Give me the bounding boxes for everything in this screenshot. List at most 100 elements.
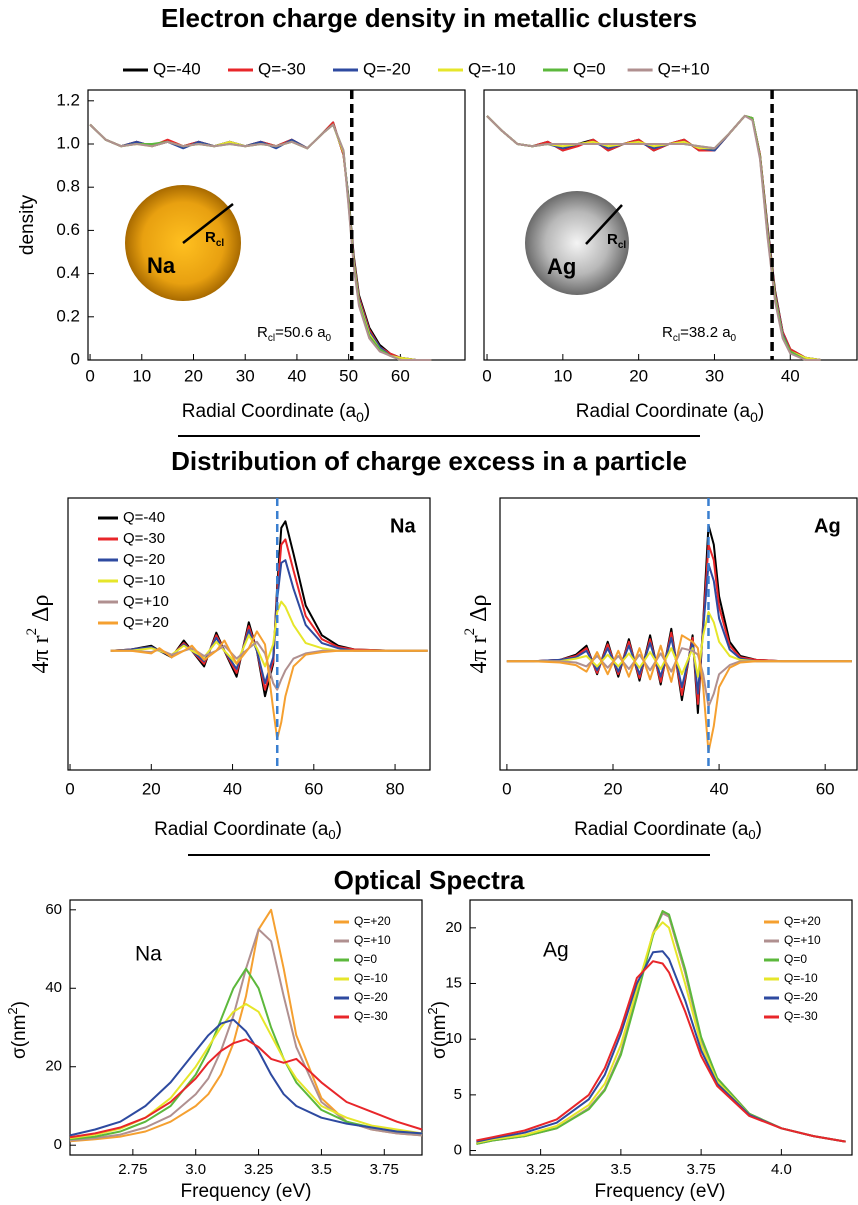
plot-frame <box>483 89 858 361</box>
plot-frame <box>499 497 858 771</box>
y-tick-label: 0.4 <box>56 263 80 282</box>
legend-label: Q=+10 <box>354 933 391 947</box>
y-tick-label: 10 <box>445 1030 462 1047</box>
panel-label: Na <box>390 515 416 537</box>
x-tick-label: 40 <box>287 366 306 385</box>
legend-label: Q=-30 <box>258 59 306 78</box>
legend-label: Q=-40 <box>153 59 201 78</box>
heading: Electron charge density in metallic clus… <box>161 3 697 33</box>
series-line <box>506 647 852 708</box>
legend-label: Q=+10 <box>658 59 710 78</box>
x-axis-label: Radial Coordinate (a0) <box>154 819 342 842</box>
x-tick-label: 20 <box>629 366 648 385</box>
y-tick-label: 1.2 <box>56 90 80 109</box>
series-line <box>506 524 852 714</box>
series-line <box>506 611 852 678</box>
x-tick-label: 2.75 <box>118 1161 147 1178</box>
series-line <box>476 960 846 1143</box>
sphere-label: Na <box>147 253 176 278</box>
y-tick-label: 20 <box>45 1058 62 1075</box>
sphere <box>525 191 629 295</box>
plot-frame <box>469 899 853 1156</box>
x-axis-label: Radial Coordinate (a0) <box>182 401 370 425</box>
legend-label: Q=+10 <box>123 593 169 610</box>
y-tick-label: 15 <box>445 974 462 991</box>
x-tick-label: 3.0 <box>185 1161 206 1178</box>
x-axis-label: Frequency (eV) <box>595 1181 726 1202</box>
series-line <box>89 123 432 361</box>
x-tick-label: 3.25 <box>244 1161 273 1178</box>
radius-label: Rcl <box>205 229 224 249</box>
panel-label: Na <box>135 943 162 966</box>
panel-label: Ag <box>543 939 569 962</box>
x-tick-label: 0 <box>482 366 491 385</box>
x-tick-label: 20 <box>604 779 623 798</box>
y-axis-label: 4π r2 Δρ <box>462 594 491 673</box>
y-tick-label: 40 <box>45 979 62 996</box>
series-line <box>110 600 428 668</box>
y-axis-label: density <box>17 194 38 255</box>
legend-label: Q=-20 <box>784 990 818 1004</box>
radius-label: Rcl <box>607 231 626 251</box>
x-tick-label: 10 <box>132 366 151 385</box>
series-line <box>476 912 846 1145</box>
y-axis-label: σ(nm2) <box>425 1001 450 1059</box>
x-tick-label: 3.5 <box>610 1161 631 1178</box>
x-axis-label: Radial Coordinate (a0) <box>576 401 764 425</box>
x-tick-label: 10 <box>553 366 572 385</box>
x-tick-label: 30 <box>236 366 255 385</box>
x-axis-label: Frequency (eV) <box>181 1181 312 1202</box>
x-axis-label: Radial Coordinate (a0) <box>574 819 762 842</box>
legend-label: Q=+20 <box>123 614 169 631</box>
radius-line <box>585 204 623 245</box>
x-tick-label: 20 <box>184 366 203 385</box>
y-tick-label: 0 <box>454 1142 462 1159</box>
x-tick-label: 4.0 <box>771 1161 792 1178</box>
x-tick-label: 60 <box>304 779 323 798</box>
legend-label: Q=-10 <box>354 971 388 985</box>
y-tick-label: 0.8 <box>56 177 80 196</box>
legend-label: Q=0 <box>573 59 606 78</box>
rcl-label: Rcl=38.2 a0 <box>662 324 737 344</box>
legend-label: Q=-40 <box>123 509 165 526</box>
y-tick-label: 0.2 <box>56 306 80 325</box>
legend-label: Q=-30 <box>784 1009 818 1023</box>
series-line <box>506 634 852 753</box>
legend-label: Q=-20 <box>354 990 388 1004</box>
series-line <box>69 1018 423 1137</box>
legend-label: Q=0 <box>354 952 377 966</box>
y-axis-label: 4π r2 Δρ <box>24 594 53 673</box>
series-line <box>110 640 428 691</box>
heading: Distribution of charge excess in a parti… <box>171 446 687 476</box>
series-line <box>110 630 428 740</box>
y-tick-label: 0 <box>54 1136 62 1153</box>
x-tick-label: 0 <box>502 779 511 798</box>
legend-label: Q=-10 <box>468 59 516 78</box>
y-tick-label: 5 <box>454 1086 462 1103</box>
x-tick-label: 3.5 <box>311 1161 332 1178</box>
plot-frame <box>69 899 423 1156</box>
panel-label: Ag <box>814 515 841 537</box>
x-tick-label: 30 <box>705 366 724 385</box>
x-tick-label: 0 <box>85 366 94 385</box>
series-line <box>69 1038 423 1139</box>
x-tick-label: 3.75 <box>687 1161 716 1178</box>
legend-label: Q=0 <box>784 952 807 966</box>
sphere-label: Ag <box>547 254 576 279</box>
legend-label: Q=-30 <box>123 530 165 547</box>
y-tick-label: 1.0 <box>56 133 80 152</box>
rcl-label: Rcl=50.6 a0 <box>257 324 332 344</box>
heading: Optical Spectra <box>334 865 525 895</box>
x-tick-label: 60 <box>391 366 410 385</box>
x-tick-label: 80 <box>386 779 405 798</box>
y-tick-label: 0.6 <box>56 220 80 239</box>
x-tick-label: 20 <box>142 779 161 798</box>
legend-label: Q=+10 <box>784 933 821 947</box>
legend-label: Q=-20 <box>123 551 165 568</box>
legend-label: Q=-10 <box>784 971 818 985</box>
x-tick-label: 40 <box>781 366 800 385</box>
y-tick-label: 60 <box>45 901 62 918</box>
series-line <box>69 967 423 1141</box>
series-line <box>506 543 852 705</box>
